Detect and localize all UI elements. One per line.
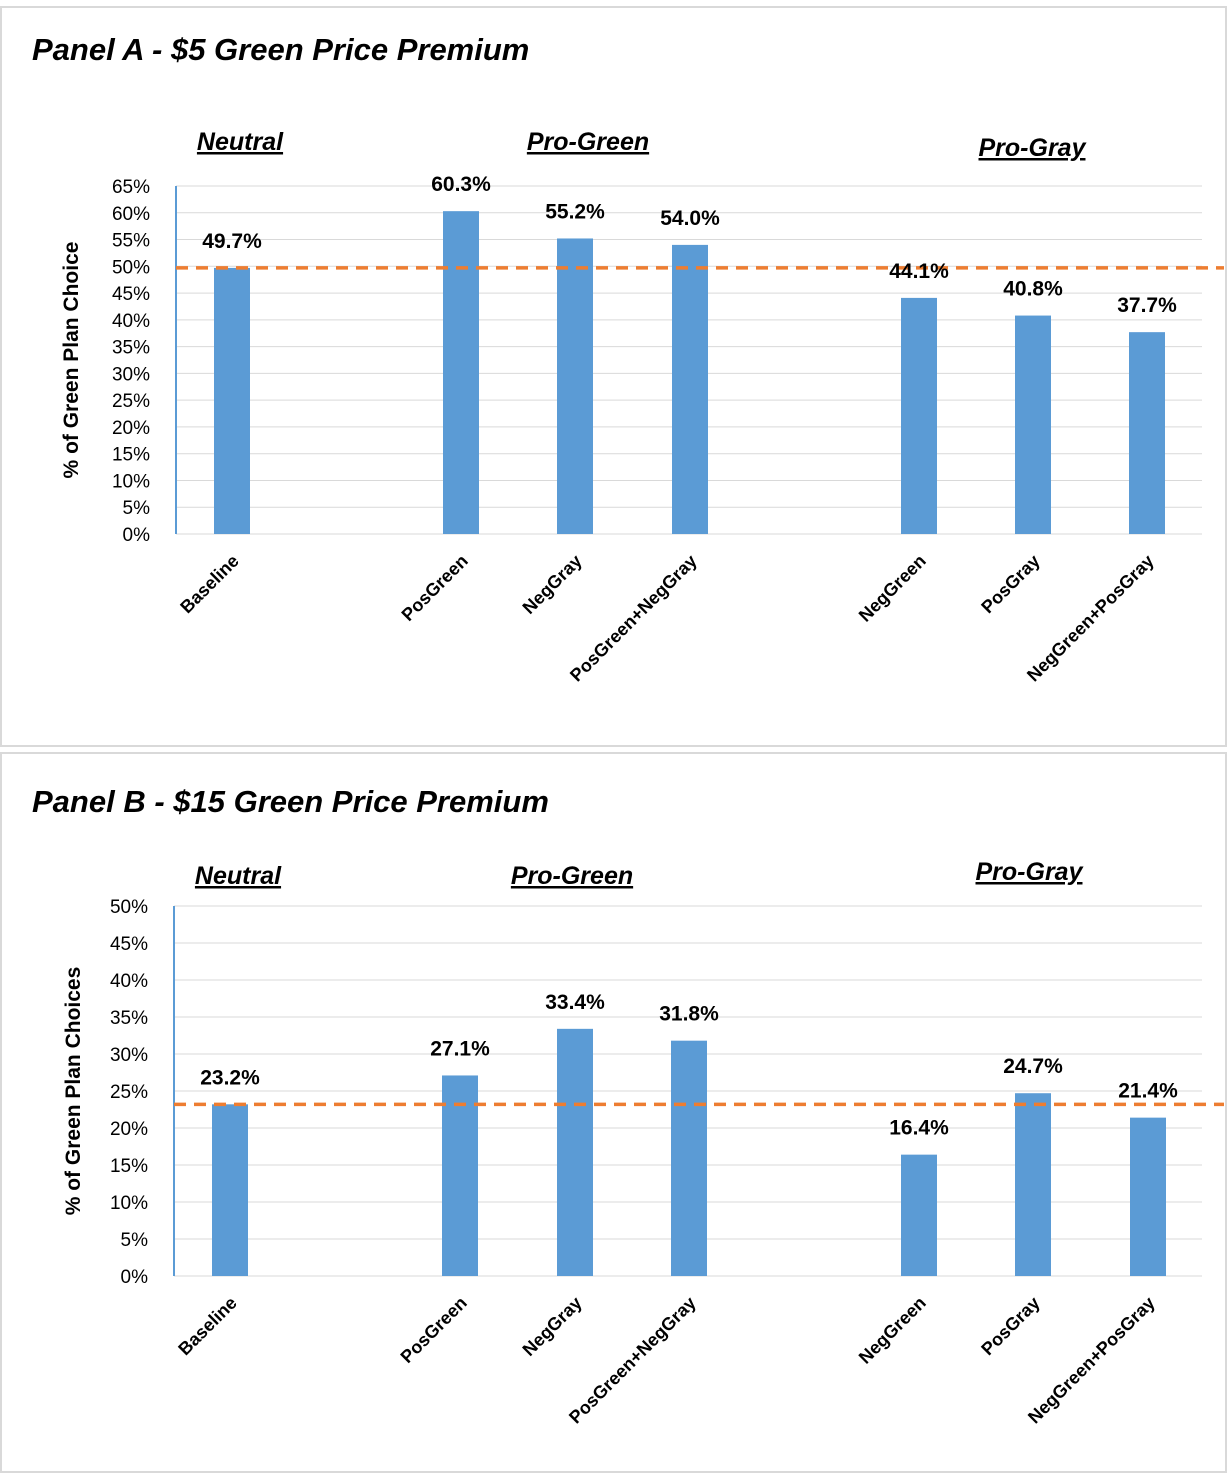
y-tick-label: 10% — [112, 471, 150, 492]
data-label: 54.0% — [660, 207, 720, 230]
category-label: PosGreen — [397, 1293, 471, 1367]
panel-b-title: Panel B - $15 Green Price Premium — [32, 784, 549, 819]
bar — [557, 238, 593, 534]
group-label: Pro-Green — [527, 128, 649, 156]
y-tick-label: 25% — [112, 391, 150, 412]
y-tick-label: 20% — [110, 1119, 148, 1140]
data-label: 40.8% — [1003, 278, 1063, 301]
data-label: 24.7% — [1003, 1055, 1063, 1078]
y-tick-label: 0% — [121, 1267, 149, 1288]
bar — [443, 211, 479, 534]
bar — [671, 1040, 707, 1276]
panel-a-chart: 0% 5% 10% 15% 20% 25% 30% 35% 40% 45% 50% 55% 60% 65%… — [60, 128, 1224, 686]
y-tick-label: 60% — [112, 204, 150, 225]
y-tick-label: 40% — [110, 971, 148, 992]
panel-b-chart: 0% 5% 10% 15% 20% 25% 30% 35% 40% 45% 50% 23.2% 27.1… — [62, 858, 1224, 1428]
data-label: 23.2% — [200, 1066, 260, 1089]
y-tick-label: 15% — [110, 1156, 148, 1177]
bar — [1015, 315, 1051, 534]
category-label: NegGreen+PosGray — [1024, 1293, 1159, 1428]
y-tick-label: 10% — [110, 1193, 148, 1214]
bar — [901, 1154, 937, 1276]
y-tick-label: 45% — [110, 934, 148, 955]
bar — [557, 1028, 593, 1276]
data-label: 37.7% — [1117, 294, 1177, 317]
category-label: Baseline — [174, 1293, 241, 1360]
group-label: Neutral — [197, 128, 284, 156]
panel-a: Panel A - $5 Green Price Premium 0% 5% 10%… — [0, 6, 1227, 747]
bar — [1130, 1117, 1166, 1276]
group-label: Pro-Green — [511, 862, 633, 890]
bar — [442, 1075, 478, 1276]
y-axis-title: % of Green Plan Choices — [62, 967, 85, 1216]
y-tick-label: 35% — [110, 1008, 148, 1029]
y-tick-label: 45% — [112, 284, 150, 305]
category-label: PosGray — [977, 1293, 1044, 1360]
y-tick-label: 55% — [112, 231, 150, 252]
category-label: PosGreen+NegGray — [566, 551, 701, 686]
y-tick-label: 30% — [110, 1045, 148, 1066]
bar — [672, 244, 708, 534]
category-label: PosGreen — [398, 551, 472, 625]
data-label: 33.4% — [545, 991, 605, 1014]
y-tick-label: 0% — [123, 525, 151, 546]
bar — [1015, 1093, 1051, 1276]
y-tick-label: 65% — [112, 177, 150, 198]
y-tick-label: 40% — [112, 311, 150, 332]
category-label: Baseline — [176, 551, 243, 618]
y-tick-label: 30% — [112, 364, 150, 385]
y-tick-label: 5% — [123, 498, 151, 519]
bar — [212, 1104, 248, 1276]
data-label: 49.7% — [202, 230, 262, 253]
group-label: Pro-Gray — [979, 134, 1087, 162]
panel-b: Panel B - $15 Green Price Premium 0% 5% 10… — [0, 752, 1227, 1473]
bar — [901, 297, 937, 534]
data-label: 55.2% — [545, 200, 605, 223]
data-label: 44.1% — [889, 260, 949, 283]
data-label: 16.4% — [889, 1117, 949, 1140]
category-label: PosGreen+NegGray — [565, 1293, 700, 1428]
y-tick-label: 35% — [112, 338, 150, 359]
data-label: 31.8% — [659, 1003, 719, 1026]
y-tick-label: 50% — [110, 897, 148, 918]
y-tick-label: 50% — [112, 257, 150, 278]
category-label: NegGreen — [855, 1293, 930, 1368]
y-axis-title: % of Green Plan Choice — [60, 242, 83, 479]
data-label: 60.3% — [431, 173, 491, 196]
group-label: Pro-Gray — [976, 858, 1084, 886]
data-label: 21.4% — [1118, 1080, 1178, 1103]
category-label: NegGray — [519, 1293, 586, 1360]
group-label: Neutral — [195, 862, 282, 890]
category-label: NegGray — [519, 551, 586, 618]
y-tick-label: 25% — [110, 1082, 148, 1103]
y-tick-label: 20% — [112, 418, 150, 439]
category-label: NegGreen — [855, 551, 930, 626]
category-label: NegGreen+PosGray — [1023, 551, 1158, 686]
data-label: 27.1% — [430, 1037, 490, 1060]
bar — [1129, 332, 1165, 534]
bar — [214, 267, 250, 534]
category-label: PosGray — [977, 551, 1044, 618]
y-tick-label: 5% — [121, 1230, 149, 1251]
y-tick-label: 15% — [112, 445, 150, 466]
panel-a-title: Panel A - $5 Green Price Premium — [32, 32, 530, 67]
